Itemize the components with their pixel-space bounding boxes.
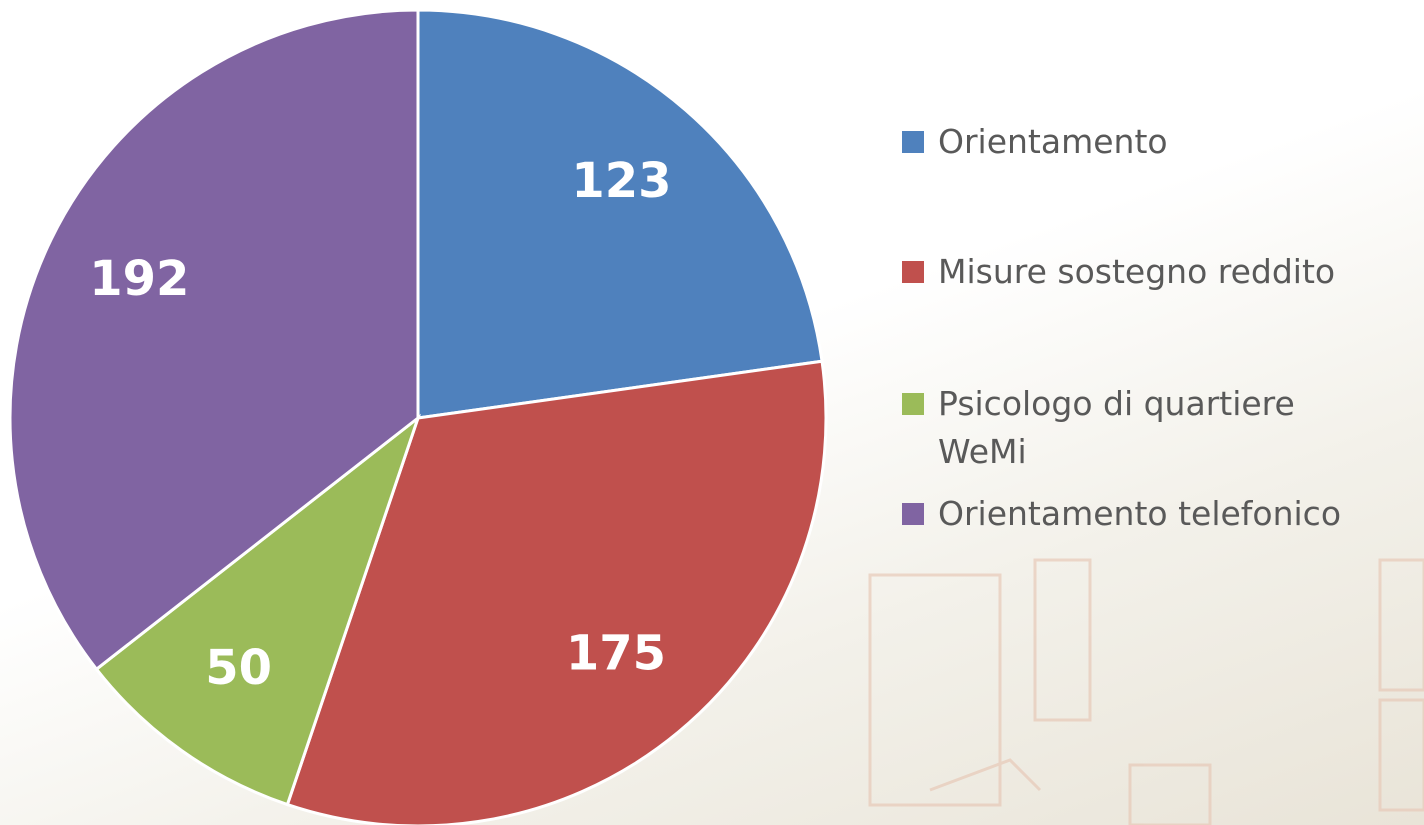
pie: 123 175 50 192 bbox=[10, 10, 826, 825]
legend-label: Psicologo di quartiere WeMi bbox=[938, 380, 1358, 476]
legend-item: Orientamento telefonico bbox=[902, 490, 1341, 538]
legend-swatch bbox=[902, 261, 924, 283]
legend-item: Misure sostegno reddito bbox=[902, 248, 1335, 296]
legend-label: Misure sostegno reddito bbox=[938, 248, 1335, 296]
legend-swatch bbox=[902, 393, 924, 415]
legend-label: Orientamento bbox=[938, 118, 1168, 166]
data-label: 192 bbox=[89, 251, 189, 307]
background-sketch bbox=[870, 560, 1424, 825]
data-label: 123 bbox=[571, 153, 671, 209]
legend-label: Orientamento telefonico bbox=[938, 490, 1341, 538]
page: 123 175 50 192 Orientamento Misure sostegno … bbox=[0, 0, 1424, 825]
legend-swatch bbox=[902, 503, 924, 525]
legend-swatch bbox=[902, 131, 924, 153]
data-label: 50 bbox=[205, 640, 272, 696]
legend-item: Orientamento bbox=[902, 118, 1168, 166]
data-label: 175 bbox=[566, 626, 666, 682]
pie-slice bbox=[418, 10, 822, 418]
legend-item: Psicologo di quartiere WeMi bbox=[902, 380, 1358, 476]
